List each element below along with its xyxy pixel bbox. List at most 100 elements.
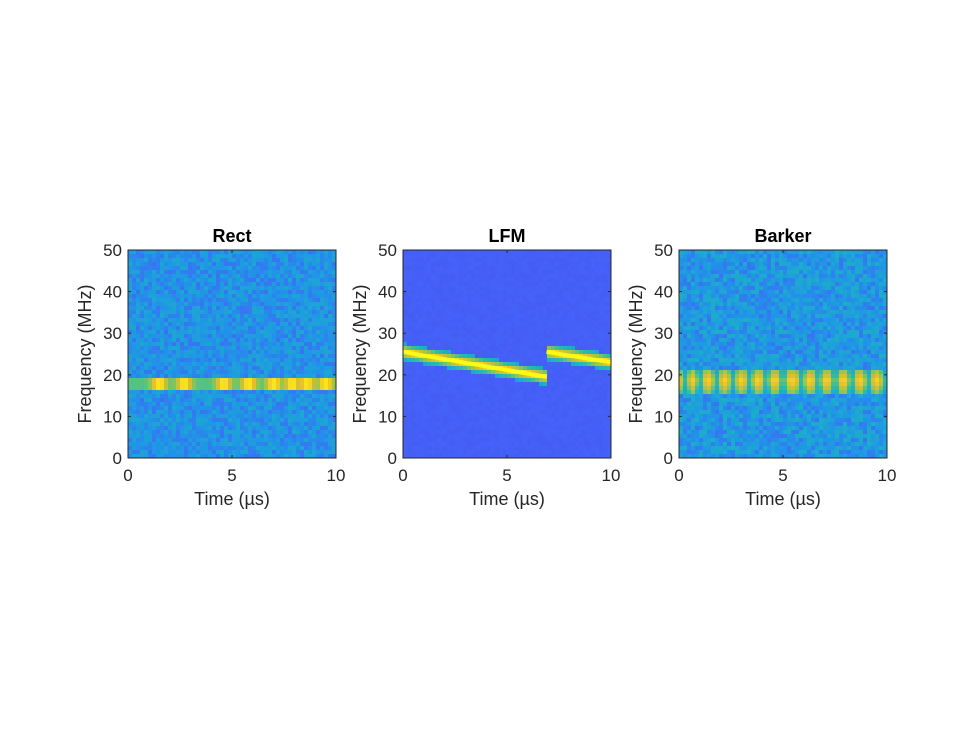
- heatmap-cell: [551, 330, 556, 335]
- heatmap-cell: [547, 378, 552, 383]
- heatmap-cell: [571, 306, 576, 311]
- heatmap-cell: [439, 430, 444, 435]
- heatmap-cell: [176, 450, 181, 455]
- heatmap-cell: [511, 414, 516, 419]
- heatmap-cell: [427, 406, 432, 411]
- heatmap-cell: [264, 322, 269, 327]
- heatmap-cell: [419, 386, 424, 391]
- heatmap-cell: [192, 282, 197, 287]
- heatmap-cell: [232, 358, 237, 363]
- heatmap-cell: [491, 446, 496, 451]
- heatmap-cell: [571, 342, 576, 347]
- heatmap-cell: [459, 370, 464, 375]
- heatmap-cell: [204, 270, 209, 275]
- heatmap-cell: [304, 346, 309, 351]
- heatmap-cell: [240, 422, 245, 427]
- heatmap-cell: [140, 258, 145, 263]
- heatmap-cell: [531, 414, 536, 419]
- heatmap-cell: [535, 414, 540, 419]
- heatmap-cell: [427, 402, 432, 407]
- heatmap-cell: [427, 322, 432, 327]
- heatmap-cell: [467, 446, 472, 451]
- heatmap-cell: [288, 326, 293, 331]
- heatmap-cell: [300, 266, 305, 271]
- heatmap-cell: [132, 442, 137, 447]
- heatmap-cell: [475, 334, 480, 339]
- heatmap-cell: [415, 318, 420, 323]
- heatmap-cell: [280, 262, 285, 267]
- heatmap-cell: [312, 390, 317, 395]
- heatmap-cell: [272, 338, 277, 343]
- heatmap-cell: [136, 350, 141, 355]
- heatmap-cell: [471, 294, 476, 299]
- heatmap-cell: [308, 378, 313, 383]
- heatmap-cell: [196, 398, 201, 403]
- heatmap-cell: [543, 266, 548, 271]
- heatmap-cell: [483, 322, 488, 327]
- heatmap-cell: [467, 258, 472, 263]
- heatmap-cell: [260, 346, 265, 351]
- heatmap-cell: [240, 294, 245, 299]
- heatmap-cell: [216, 338, 221, 343]
- heatmap-cell: [264, 446, 269, 451]
- heatmap-cell: [455, 342, 460, 347]
- heatmap-cell: [244, 370, 249, 375]
- heatmap-cell: [288, 358, 293, 363]
- heatmap-cell: [196, 414, 201, 419]
- heatmap-cell: [280, 266, 285, 271]
- heatmap-cell: [451, 394, 456, 399]
- heatmap-cell: [272, 438, 277, 443]
- heatmap-cell: [196, 410, 201, 415]
- heatmap-cell: [567, 334, 572, 339]
- heatmap-cell: [180, 298, 185, 303]
- heatmap-cell: [328, 258, 333, 263]
- heatmap-image: [402, 250, 612, 459]
- heatmap-cell: [248, 266, 253, 271]
- heatmap-cell: [236, 298, 241, 303]
- x-tick-label: 0: [123, 466, 132, 485]
- heatmap-cell: [208, 326, 213, 331]
- heatmap-cell: [300, 302, 305, 307]
- heatmap-cell: [463, 326, 468, 331]
- heatmap-cell: [415, 250, 420, 255]
- heatmap-cell: [459, 298, 464, 303]
- heatmap-cell: [455, 430, 460, 435]
- heatmap-cell: [220, 274, 225, 279]
- heatmap-cell: [427, 258, 432, 263]
- heatmap-cell: [172, 410, 177, 415]
- heatmap-cell: [292, 386, 297, 391]
- heatmap-cell: [180, 278, 185, 283]
- heatmap-cell: [260, 442, 265, 447]
- heatmap-cell: [248, 430, 253, 435]
- heatmap-cell: [499, 426, 504, 431]
- heatmap-cell: [515, 314, 520, 319]
- heatmap-cell: [328, 370, 333, 375]
- heatmap-cell: [471, 422, 476, 427]
- heatmap-cell: [563, 366, 568, 371]
- heatmap-cell: [216, 346, 221, 351]
- heatmap-cell: [248, 250, 253, 255]
- heatmap-cell: [192, 278, 197, 283]
- heatmap-cell: [232, 414, 237, 419]
- heatmap-cell: [228, 262, 233, 267]
- heatmap-cell: [132, 274, 137, 279]
- heatmap-cell: [204, 350, 209, 355]
- heatmap-cell: [212, 362, 217, 367]
- heatmap-cell: [531, 366, 536, 371]
- heatmap-cell: [208, 298, 213, 303]
- heatmap-cell: [168, 334, 173, 339]
- heatmap-cell: [499, 274, 504, 279]
- heatmap-cell: [176, 298, 181, 303]
- heatmap-cell: [543, 418, 548, 423]
- y-tick-label: 50: [103, 241, 122, 260]
- heatmap-cell: [148, 362, 153, 367]
- heatmap-cell: [411, 438, 416, 443]
- heatmap-cell: [240, 454, 245, 459]
- heatmap-cell: [419, 310, 424, 315]
- heatmap-cell: [172, 306, 177, 311]
- heatmap-cell: [272, 254, 277, 259]
- heatmap-cell: [328, 342, 333, 347]
- heatmap-cell: [252, 278, 257, 283]
- heatmap-cell: [435, 250, 440, 255]
- heatmap-cell: [515, 446, 520, 451]
